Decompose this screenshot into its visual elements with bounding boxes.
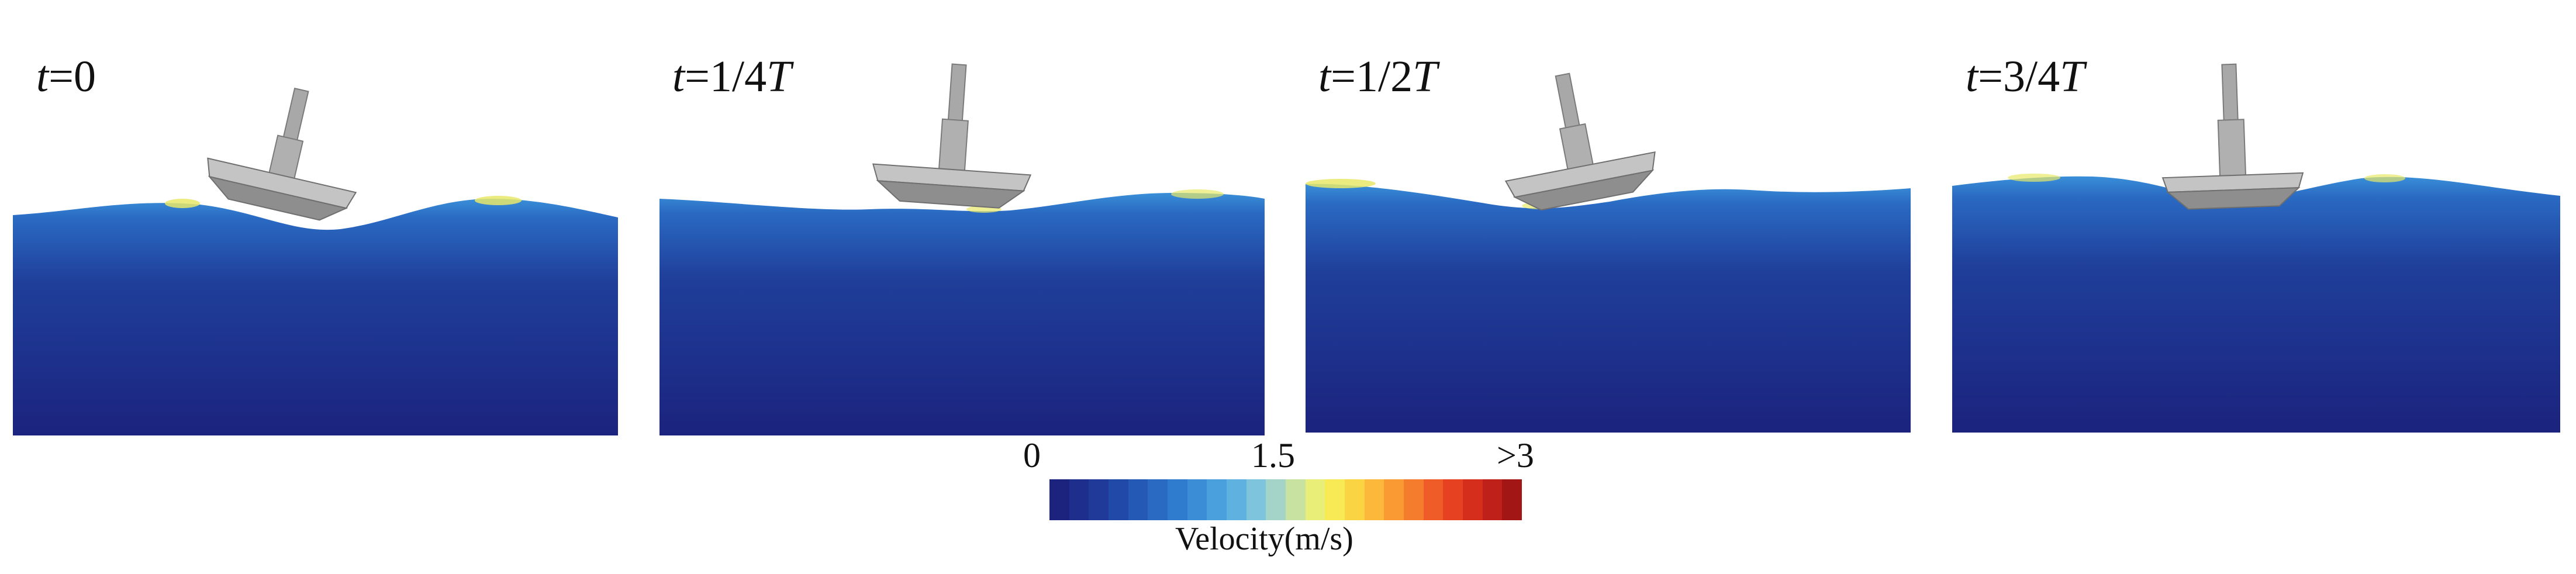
velocity-colorbar [1049, 479, 1522, 520]
water-field-4 [1952, 63, 2560, 433]
snapshot-panel-2 [659, 0, 1265, 444]
colorbar-segment [1266, 479, 1286, 520]
colorbar-segment [1325, 479, 1345, 520]
colorbar-segment [1364, 479, 1384, 520]
water-field-3 [1306, 72, 1911, 433]
time-label-3: t=1/2T [1318, 52, 1438, 101]
colorbar-segment [1286, 479, 1306, 520]
colorbar-segment [1089, 479, 1109, 520]
floating-structure [1504, 72, 1656, 211]
time-label-2: t=1/4T [672, 52, 792, 101]
colorbar-segment [1423, 479, 1444, 520]
colorbar-tick-mid: 1.5 [1251, 436, 1295, 475]
colorbar-segment [1463, 479, 1483, 520]
time-label-4: t=3/4T [1966, 52, 2085, 101]
colorbar-segment [1148, 479, 1168, 520]
snapshot-panel-1 [13, 0, 618, 444]
colorbar-segment [1049, 479, 1069, 520]
colorbar-title: Velocity(m/s) [1175, 521, 1353, 557]
colorbar-segment [1482, 479, 1503, 520]
colorbar-segment [1069, 479, 1089, 520]
water-field-1 [13, 87, 618, 435]
colorbar-segment [1246, 479, 1266, 520]
colorbar-segment [1187, 479, 1207, 520]
colorbar-segment [1109, 479, 1128, 520]
colorbar-segment [1443, 479, 1463, 520]
colorbar-segment [1345, 479, 1365, 520]
water-field-2 [659, 63, 1265, 435]
floating-structure [872, 63, 1032, 209]
snapshot-panel-3 [1306, 0, 1911, 444]
colorbar-segment [1128, 479, 1148, 520]
floating-structure [2161, 63, 2304, 210]
colorbar-tick-max: >3 [1497, 436, 1534, 475]
colorbar-segment [1207, 479, 1227, 520]
time-label-1: t=0 [36, 52, 96, 101]
colorbar-segment [1384, 479, 1404, 520]
floating-structure [207, 87, 357, 221]
colorbar-segment [1168, 479, 1187, 520]
snapshot-panel-4 [1952, 0, 2560, 444]
colorbar-segment [1227, 479, 1246, 520]
colorbar-segment [1502, 479, 1522, 520]
colorbar-tick-min: 0 [1023, 436, 1041, 475]
colorbar-segment [1305, 479, 1325, 520]
colorbar-segment [1404, 479, 1424, 520]
